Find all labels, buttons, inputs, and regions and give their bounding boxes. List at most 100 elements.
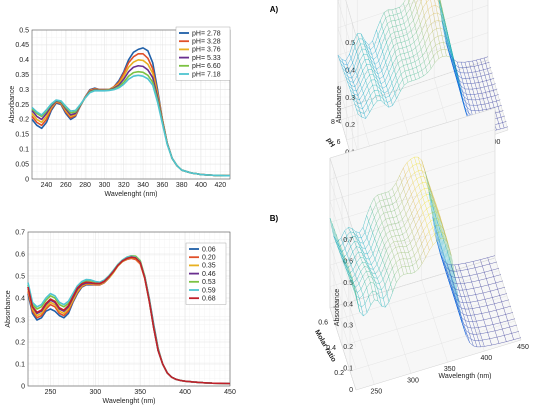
surface-line <box>420 64 423 71</box>
surface-line <box>356 262 359 268</box>
surface-line <box>376 264 380 270</box>
surface-line <box>398 47 403 49</box>
surface-line <box>398 219 403 223</box>
surface-line <box>442 238 447 265</box>
surface-line <box>467 326 470 334</box>
surface-line <box>377 193 382 196</box>
surface-line <box>480 76 483 82</box>
x-grid-line <box>384 291 412 374</box>
surface-line <box>361 303 366 308</box>
surface-line <box>427 238 432 244</box>
surface-line <box>418 59 421 65</box>
surface-line <box>425 0 427 3</box>
surface-line <box>436 231 441 253</box>
surface-line <box>440 232 445 258</box>
surface-line <box>368 290 373 297</box>
surface-line <box>408 165 413 170</box>
surface-line <box>354 274 358 280</box>
surface-line <box>394 62 399 70</box>
surface-line <box>384 239 389 246</box>
surface-line <box>363 237 368 244</box>
surface-line <box>384 245 387 251</box>
surface-line <box>353 232 357 238</box>
surface-line <box>344 227 349 231</box>
surface-line <box>350 46 356 59</box>
surface-line <box>351 283 356 288</box>
surface-line <box>368 85 373 91</box>
surface-line <box>468 61 471 67</box>
y-tick-label: 0.1 <box>19 147 29 154</box>
x-tick-label: 300 <box>89 389 101 396</box>
surface-line <box>477 93 480 100</box>
z-grid-line <box>337 0 422 28</box>
surface-line <box>408 36 413 40</box>
surface-line <box>411 231 415 238</box>
surface-line <box>417 1 422 12</box>
surface-line <box>398 79 403 87</box>
surface-line <box>340 63 343 69</box>
surface-line <box>410 45 413 51</box>
surface-line <box>460 91 463 97</box>
surface-line <box>386 42 389 48</box>
surface-line <box>404 41 407 47</box>
surface-line <box>402 219 405 226</box>
surface-line <box>354 38 359 47</box>
surface-line <box>385 15 390 19</box>
surface-line <box>447 273 450 280</box>
surface-line <box>469 333 474 335</box>
surface-line <box>453 282 458 284</box>
surface-line <box>351 228 356 232</box>
surface-line <box>455 298 460 302</box>
surface-line <box>414 268 419 273</box>
surface-line <box>414 72 419 75</box>
surface-line <box>494 328 503 332</box>
surface-line <box>347 65 349 70</box>
surface-line <box>383 298 386 308</box>
surface-line <box>396 229 400 236</box>
surface-line <box>398 234 403 236</box>
surface-line <box>351 278 354 283</box>
surface-line <box>438 226 442 233</box>
surface-line <box>389 231 392 237</box>
surface-line <box>469 77 474 79</box>
surface-line <box>383 93 386 98</box>
surface-line <box>386 284 391 294</box>
surface-line <box>350 73 353 79</box>
surface-line <box>399 274 404 278</box>
surface-line <box>369 253 374 260</box>
surface-line <box>388 205 392 212</box>
surface-line <box>427 49 432 57</box>
surface-line <box>361 88 364 94</box>
surface-line <box>379 95 384 100</box>
surface-line <box>358 276 363 285</box>
surface-line <box>483 98 486 105</box>
surface-line <box>414 17 419 27</box>
surface-line <box>477 105 479 111</box>
surface-line <box>376 30 379 36</box>
surface-line <box>487 67 492 69</box>
surface-line <box>465 102 470 106</box>
surface-line <box>430 21 436 24</box>
surface-line <box>410 258 413 266</box>
surface-line <box>392 64 395 70</box>
surface-line <box>394 31 399 33</box>
surface-line <box>420 206 424 213</box>
surface-line <box>364 303 368 313</box>
surface-line <box>461 307 464 315</box>
surface-line <box>386 244 391 251</box>
surface-line <box>490 316 499 319</box>
surface-line <box>356 246 359 252</box>
surface-line <box>337 246 340 253</box>
surface-line <box>467 72 470 79</box>
surface-line <box>470 315 473 322</box>
surface-line <box>364 69 369 76</box>
surface-line <box>480 284 489 287</box>
y-tick-label: 0.5 <box>19 27 29 34</box>
surface-line <box>364 59 367 65</box>
surface-line <box>438 0 443 21</box>
surface-line <box>474 267 478 275</box>
surface-line <box>401 59 404 66</box>
surface-line <box>382 279 386 286</box>
surface-line <box>479 70 482 77</box>
